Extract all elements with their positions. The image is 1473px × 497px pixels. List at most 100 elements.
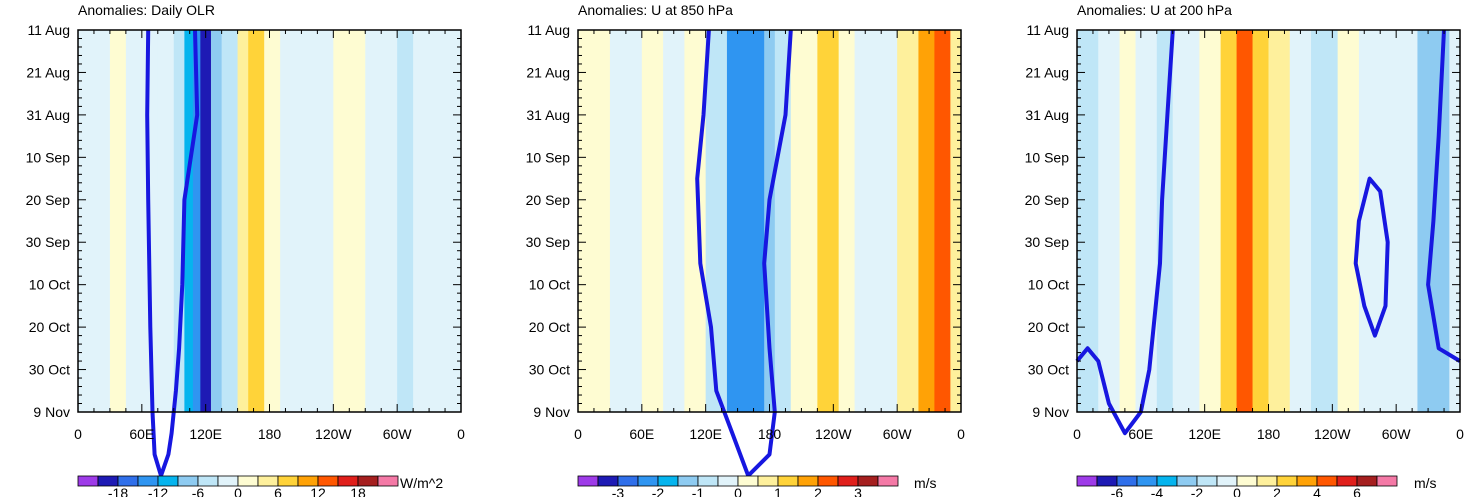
y-tick-label: 10 Sep [26,149,71,165]
anomaly-band [413,30,430,412]
anomaly-band [1077,30,1099,412]
anomaly-band [109,30,127,412]
colorbar-label: 3 [854,485,862,497]
y-tick-label: 30 Sep [1025,234,1070,250]
x-tick-label: 60W [1382,426,1412,442]
contour-line [1353,176,1390,338]
y-tick-label: 30 Sep [526,234,571,250]
y-tick-label: 11 Aug [527,22,570,38]
colorbar-swatch [877,475,899,487]
anomaly-band [221,30,239,412]
colorbar-label: -4 [1151,485,1164,497]
y-tick-label: 10 Oct [1028,277,1069,293]
anomaly-band [125,30,143,412]
colorbar-label: -18 [108,485,128,497]
y-tick-label: 11 Aug [27,22,70,38]
panel-u-200: Anomalies: U at 200 hPa 11 Aug 21 Aug 31 A… [1025,2,1464,497]
y-tick-label: 31 Aug [26,107,70,123]
y-tick-label: 30 Oct [529,362,570,378]
x-tick-label: 0 [74,426,82,442]
anomaly-band [1199,30,1222,412]
x-axis: 0 60E 120E 180 120W 60W 0 [74,30,465,442]
anomaly-band [157,30,175,412]
contour-line [145,29,200,478]
anomaly-band [1449,30,1461,412]
colorbar-label: -12 [148,485,168,497]
colorbar-label: 0 [234,485,242,497]
colorbar-units: W/m^2 [400,475,443,491]
plot-area [77,29,462,478]
anomaly-band [1135,30,1158,412]
x-tick-label: 180 [1257,426,1281,442]
anomaly-band [93,30,111,412]
anomaly-band [1252,30,1269,412]
colorbar-label: 2 [1273,485,1281,497]
colorbar-label: -2 [1191,485,1204,497]
plot-area [1075,29,1462,436]
anomaly-band [1172,30,1200,412]
colorbar-label: -6 [1111,485,1124,497]
x-tick-label: 0 [1456,426,1464,442]
anomaly-band [210,30,223,412]
y-tick-label: 10 Sep [526,149,571,165]
anomaly-band [1098,30,1121,412]
x-tick-label: 120E [689,426,722,442]
x-axis: 0 60E 120E 180 120W 60W 0 [1073,30,1464,442]
x-tick-label: 60E [1128,426,1153,442]
anomaly-band [578,30,590,412]
anomaly-band [301,30,334,412]
anomaly-band [1358,30,1387,412]
anomaly-band [248,30,265,412]
y-tick-label: 30 Oct [1028,362,1069,378]
anomaly-band [663,30,685,412]
panel-title: Anomalies: U at 850 hPa [578,2,733,18]
anomaly-band [1236,30,1254,412]
anomaly-band [429,30,462,412]
panel-title: Anomalies: U at 200 hPa [1077,2,1232,18]
anomaly-band [280,30,302,412]
anomaly-band [333,30,366,412]
y-tick-label: 9 Nov [533,404,570,420]
anomaly-band [78,30,95,412]
y-tick-label: 31 Aug [1025,107,1069,123]
colorbar-label: 2 [814,485,822,497]
y-tick-label: 21 Aug [1025,64,1069,80]
anomaly-band [1289,30,1312,412]
y-tick-label: 20 Oct [29,319,70,335]
colorbar-units: m/s [914,475,937,491]
anomaly-band [897,30,919,412]
x-tick-label: 180 [758,426,782,442]
colorbar-label: -1 [692,485,705,497]
anomaly-band [588,30,611,412]
y-tick-label: 21 Aug [26,64,70,80]
x-tick-label: 120E [1188,426,1221,442]
colorbar-label: 4 [1313,485,1321,497]
panel-u-850: Anomalies: U at 850 hPa 11 Aug 21 Aug 31 A… [526,2,965,497]
anomaly-band [684,30,707,412]
x-tick-label: 0 [457,426,465,442]
x-tick-label: 60W [383,426,413,442]
contour-line [1426,29,1462,363]
anomaly-band [918,30,935,412]
colorbar-label: 18 [350,485,366,497]
y-tick-label: 20 Oct [529,319,570,335]
colorbar-label: 1 [774,485,782,497]
x-tick-label: 180 [258,426,282,442]
colorbar-label: -6 [192,485,205,497]
contour-line [1075,29,1175,436]
y-tick-label: 10 Oct [529,277,570,293]
colorbar-swatch [77,475,99,487]
anomaly-band [1311,30,1339,412]
anomaly-band [184,30,194,412]
anomaly-band [1268,30,1291,412]
x-tick-label: 60W [883,426,913,442]
anomaly-band [1385,30,1418,412]
x-tick-label: 0 [957,426,965,442]
anomaly-band [609,30,643,412]
anomaly-band [817,30,840,412]
colorbar-swatch [1076,475,1098,487]
anomaly-band [1156,30,1174,412]
x-axis: 0 60E 120E 180 120W 60W 0 [574,30,965,442]
anomaly-band [934,30,951,412]
anomaly-band [397,30,414,412]
